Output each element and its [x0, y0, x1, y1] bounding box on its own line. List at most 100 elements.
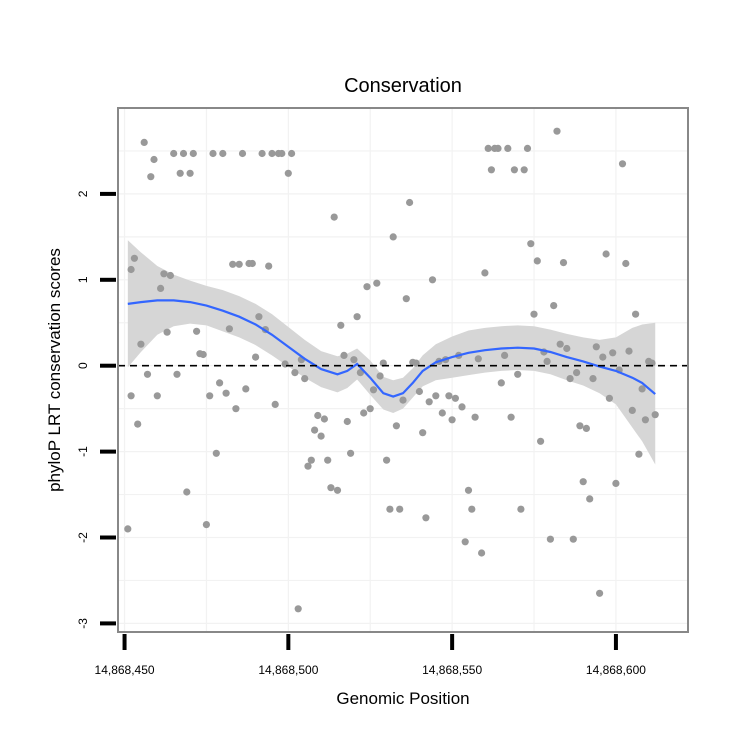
data-point	[582, 424, 591, 432]
data-point	[392, 422, 400, 430]
data-point	[448, 416, 456, 424]
data-point	[501, 351, 509, 359]
data-point	[343, 417, 351, 426]
data-point	[628, 406, 636, 414]
data-point	[242, 385, 250, 393]
data-point	[183, 488, 191, 496]
data-point	[399, 396, 407, 404]
data-point	[514, 370, 522, 378]
data-point	[363, 283, 371, 291]
data-point	[288, 149, 296, 158]
data-point	[383, 456, 391, 464]
data-point	[163, 328, 171, 336]
data-point	[543, 357, 551, 365]
data-point	[327, 484, 335, 492]
data-point	[124, 525, 132, 533]
data-point	[461, 538, 469, 546]
data-point	[209, 149, 217, 158]
data-point	[212, 449, 220, 457]
data-point	[402, 295, 410, 303]
data-point	[556, 340, 564, 348]
data-point	[425, 398, 433, 406]
data-point	[229, 260, 237, 268]
data-point	[281, 360, 289, 368]
data-point	[586, 495, 594, 503]
data-point	[353, 313, 361, 321]
data-point	[127, 265, 135, 274]
data-point	[265, 262, 273, 270]
y-tick-label: 1	[76, 276, 90, 283]
data-point	[173, 370, 181, 378]
data-point	[396, 505, 404, 513]
data-point	[235, 260, 243, 268]
smooth-line-path	[127, 299, 656, 398]
data-point	[333, 486, 342, 494]
data-point	[330, 213, 338, 221]
data-point	[134, 420, 142, 428]
data-point	[592, 343, 600, 351]
data-point	[186, 169, 194, 177]
data-point	[481, 269, 489, 277]
data-point	[206, 392, 214, 400]
data-point	[284, 169, 292, 177]
data-point	[189, 149, 197, 158]
data-point	[137, 340, 145, 348]
y-axis: -3 -2 -1 0 1 2	[76, 190, 116, 629]
data-points	[124, 127, 659, 613]
data-point	[258, 149, 266, 158]
y-tick-label: -2	[76, 532, 90, 543]
data-point	[291, 369, 299, 377]
data-point	[369, 386, 378, 394]
data-point	[360, 409, 368, 417]
data-point	[550, 302, 558, 310]
data-point	[609, 349, 617, 357]
data-point	[311, 426, 319, 434]
data-point	[618, 160, 627, 168]
data-point	[199, 350, 207, 359]
data-point	[517, 505, 525, 513]
data-point	[622, 259, 630, 268]
data-point	[464, 486, 473, 494]
x-tick-label: 14,868,500	[258, 663, 318, 677]
data-point	[170, 149, 178, 158]
data-point	[157, 284, 165, 292]
data-point	[317, 432, 325, 440]
data-point	[527, 240, 535, 248]
data-point	[510, 166, 518, 174]
data-point	[350, 356, 358, 364]
data-point	[635, 450, 643, 458]
data-point	[389, 233, 397, 241]
data-point	[474, 355, 482, 363]
data-point	[468, 505, 476, 513]
data-point	[225, 325, 233, 333]
y-tick-label: 0	[76, 362, 90, 369]
data-point	[320, 415, 328, 423]
data-point	[202, 521, 210, 529]
data-point	[458, 403, 466, 411]
data-point	[130, 254, 138, 262]
data-point	[412, 359, 420, 367]
data-point	[406, 198, 414, 207]
data-point	[366, 405, 374, 413]
data-point	[219, 149, 227, 158]
data-point	[566, 375, 574, 383]
data-point	[222, 389, 230, 397]
data-point	[602, 250, 610, 258]
chart-title: Conservation	[344, 75, 462, 97]
data-point	[569, 535, 577, 543]
data-point	[307, 456, 315, 464]
data-point	[428, 276, 437, 284]
data-point	[484, 144, 492, 152]
x-tick-label: 14,868,450	[95, 663, 155, 677]
data-point	[638, 385, 646, 393]
data-point	[294, 605, 302, 613]
data-point	[596, 589, 604, 597]
data-point	[471, 413, 479, 421]
data-point	[140, 138, 148, 146]
x-axis-title: Genomic Position	[336, 689, 469, 708]
data-point	[176, 169, 184, 177]
plot-frame	[117, 107, 689, 633]
data-point	[376, 372, 384, 380]
data-point	[268, 149, 276, 158]
data-point	[324, 456, 332, 464]
